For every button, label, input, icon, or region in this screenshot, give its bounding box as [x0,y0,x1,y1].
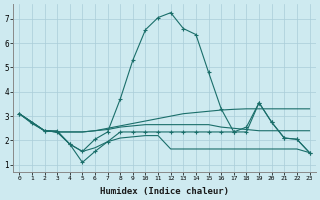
X-axis label: Humidex (Indice chaleur): Humidex (Indice chaleur) [100,187,229,196]
